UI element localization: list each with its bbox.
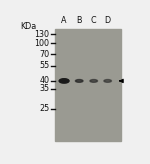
Text: 25: 25 [39,104,50,113]
Ellipse shape [75,80,83,82]
Text: A: A [61,16,67,25]
Ellipse shape [104,80,111,82]
Text: 40: 40 [40,76,50,85]
Ellipse shape [90,80,98,82]
Text: D: D [105,16,111,25]
Bar [55,29,121,141]
Text: B: B [76,16,82,25]
Text: 55: 55 [39,61,50,70]
Text: 130: 130 [34,30,50,39]
Text: 70: 70 [39,50,50,59]
Text: KDa: KDa [20,22,36,31]
Text: 35: 35 [39,84,50,93]
Ellipse shape [59,79,69,83]
Text: C: C [91,16,97,25]
Text: 100: 100 [34,39,50,48]
